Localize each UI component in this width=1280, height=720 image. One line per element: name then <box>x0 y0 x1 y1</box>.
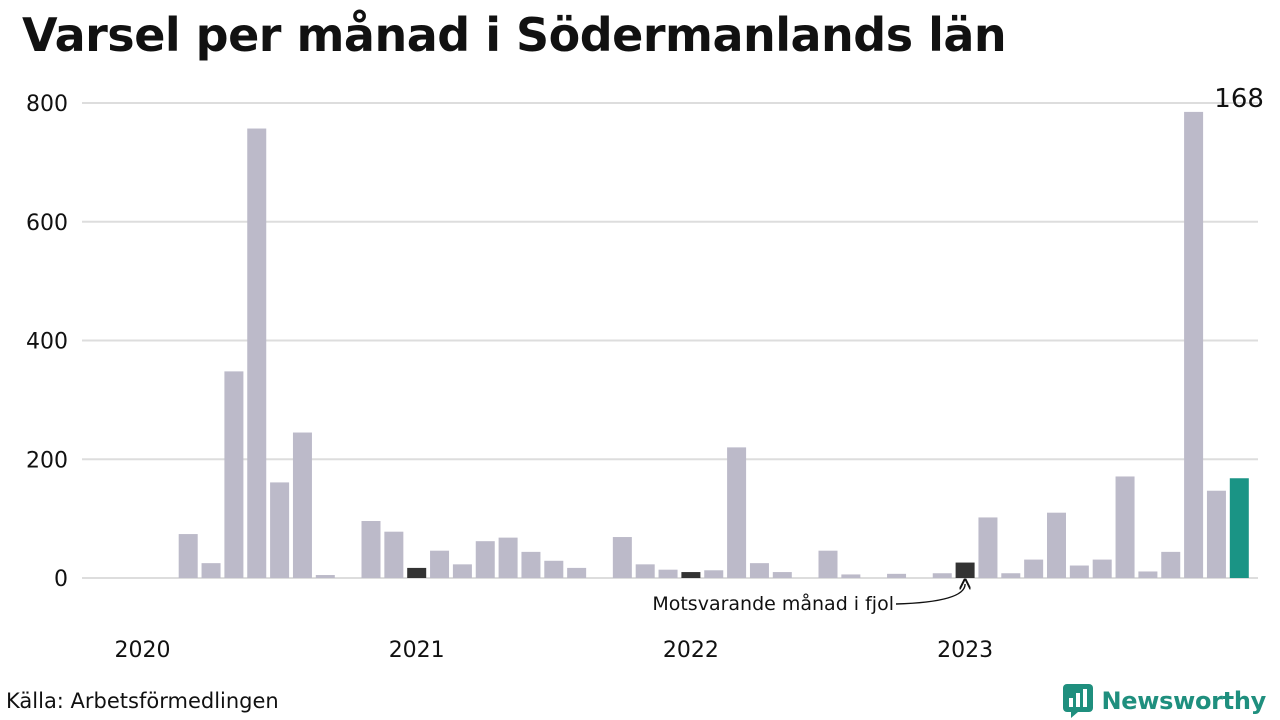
x-tick-label: 2022 <box>663 638 719 663</box>
bar <box>384 531 404 578</box>
bar <box>1161 551 1181 578</box>
x-tick-label: 2021 <box>389 638 445 663</box>
arrow-icon <box>895 584 965 605</box>
x-axis-labels: 2020 2021 2022 2023 <box>115 638 994 663</box>
y-tick-label: 800 <box>26 92 68 117</box>
bar <box>658 569 678 578</box>
bar <box>178 534 198 578</box>
bar <box>955 562 975 578</box>
bar <box>224 371 244 578</box>
latest-value-label: 168 <box>1214 84 1264 114</box>
brand-name: Newsworthy <box>1101 687 1266 715</box>
bar <box>567 567 587 578</box>
source-note: Källa: Arbetsförmedlingen <box>6 689 279 713</box>
bars: 168 <box>178 84 1264 578</box>
bar <box>521 551 541 578</box>
bar <box>612 537 632 578</box>
bar <box>772 572 792 578</box>
annotation: Motsvarande månad i fjol <box>652 584 965 615</box>
bar <box>361 521 381 578</box>
bar <box>1138 571 1158 578</box>
bar <box>1024 559 1044 578</box>
bar <box>749 563 769 578</box>
y-tick-label: 0 <box>54 567 68 592</box>
bar <box>681 572 701 578</box>
bar <box>841 574 861 578</box>
x-tick-label: 2023 <box>937 638 993 663</box>
bar <box>635 564 655 578</box>
bar <box>1115 476 1135 578</box>
bar <box>201 563 221 578</box>
y-tick-label: 600 <box>26 211 68 236</box>
y-tick-label: 400 <box>26 330 68 355</box>
bar <box>1001 573 1021 578</box>
bar <box>1184 111 1204 578</box>
bar <box>292 432 312 578</box>
latest-bar <box>1229 478 1249 578</box>
bar <box>978 517 998 578</box>
bar <box>887 573 907 578</box>
bar <box>452 564 472 578</box>
bar <box>247 128 267 578</box>
bar <box>818 550 838 578</box>
bar <box>430 550 450 578</box>
bar <box>544 560 564 578</box>
bar <box>270 482 290 578</box>
bar <box>932 573 952 578</box>
newsworthy-logo-icon <box>1063 684 1094 718</box>
bar <box>1206 490 1226 578</box>
chart-title: Varsel per månad i Södermanlands län <box>22 8 1007 62</box>
bar <box>475 541 495 578</box>
bar <box>1069 565 1089 578</box>
bar <box>407 567 427 578</box>
bar <box>1047 512 1066 578</box>
brand-logo: Newsworthy <box>1063 684 1266 718</box>
bar <box>727 447 747 578</box>
bar <box>704 570 724 578</box>
x-tick-label: 2020 <box>115 638 171 663</box>
annotation-label: Motsvarande månad i fjol <box>652 592 894 615</box>
y-axis-ticks: 0 200 400 600 800 <box>26 92 68 592</box>
bar <box>1092 559 1112 578</box>
bar <box>315 575 335 578</box>
y-tick-label: 200 <box>26 448 68 473</box>
bar <box>498 537 518 578</box>
